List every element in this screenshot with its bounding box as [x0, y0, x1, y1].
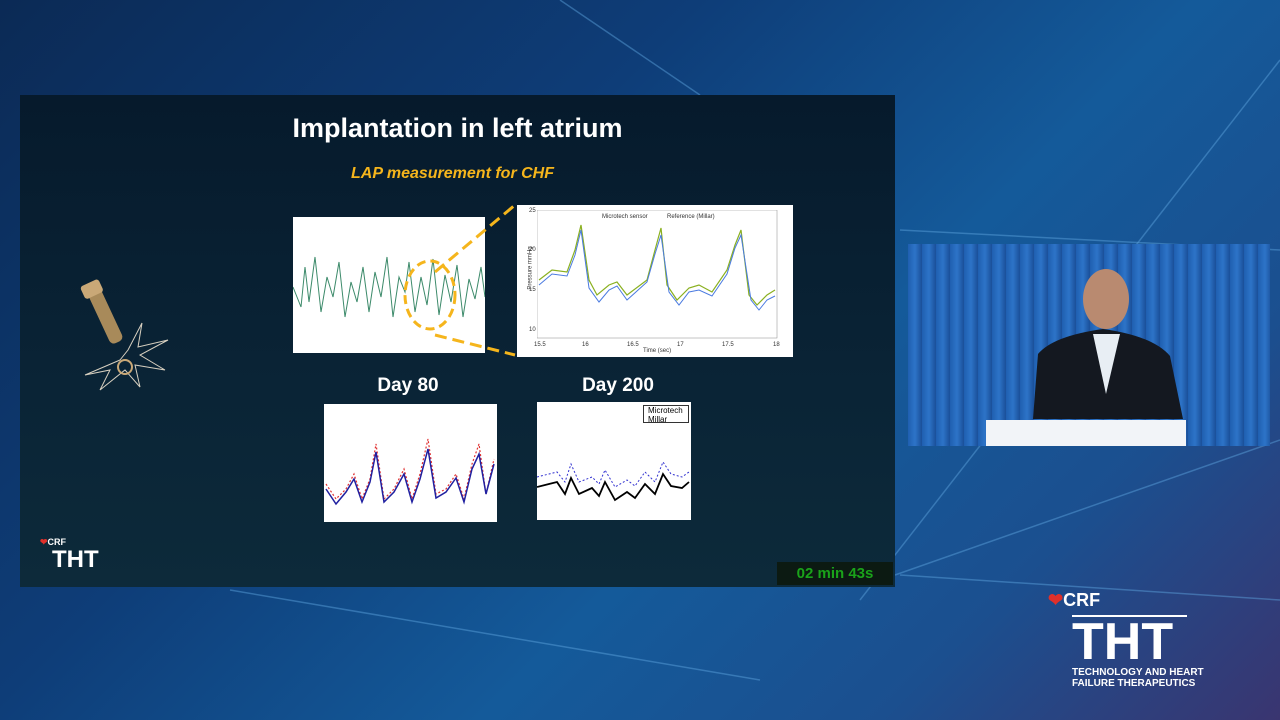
- speaker-video: [908, 244, 1270, 446]
- zoom-connector: [434, 203, 516, 357]
- x-axis-label: Time (sec): [643, 348, 672, 354]
- slide-logo: ❤CRF THT: [40, 537, 99, 573]
- overview-waveform: [292, 256, 486, 331]
- logo-brand: CRF: [47, 537, 67, 547]
- y-tick-label: 20: [529, 247, 536, 253]
- day200-plot: Microtech Millar: [536, 402, 691, 520]
- legend-entry: Microtech sensor: [602, 214, 648, 220]
- x-tick-label: 17.5: [722, 342, 734, 348]
- y-tick-label: 25: [529, 208, 536, 214]
- x-tick-label: 15.5: [534, 342, 546, 348]
- overview-plot: [292, 217, 486, 353]
- branding: ❤CRF THT TECHNOLOGY AND HEART FAILURE TH…: [1048, 590, 1242, 689]
- timer: 02 min 43s: [777, 562, 893, 585]
- slide-subtitle: LAP measurement for CHF: [351, 165, 554, 182]
- y-tick-label: 15: [529, 287, 536, 293]
- device-illustration: [80, 279, 169, 391]
- slide-title: Implantation in left atrium: [292, 113, 623, 143]
- day200-waveform: [536, 460, 690, 502]
- day80-plot: [324, 404, 497, 522]
- legend-entry: Microtech: [648, 406, 683, 415]
- day80-waveform: [325, 438, 495, 506]
- brand-tagline: TECHNOLOGY AND HEART FAILURE THERAPEUTIC…: [1072, 667, 1204, 689]
- brand-name: THT: [1072, 613, 1174, 671]
- zoom-plot: Microtech sensor Reference (Millar) Pres…: [517, 205, 793, 357]
- legend-entry: Reference (Millar): [667, 214, 715, 220]
- x-tick-label: 18: [773, 342, 780, 348]
- x-tick-label: 16: [582, 342, 589, 348]
- brand: CRF: [1063, 590, 1101, 610]
- plot-label: Day 200: [582, 375, 654, 396]
- x-tick-label: 17: [677, 342, 684, 348]
- x-tick-label: 16.5: [627, 342, 639, 348]
- plot-label: Day 80: [377, 375, 439, 396]
- legend-entry: Millar: [648, 415, 668, 424]
- speaker-figure: [986, 269, 1186, 446]
- y-tick-label: 10: [529, 327, 536, 333]
- zoom-waveform: [537, 210, 778, 339]
- logo-name: THT: [52, 546, 99, 573]
- legend: Microtech Millar: [643, 405, 689, 424]
- slide: Implantation in left atrium LAP measurem…: [20, 95, 895, 587]
